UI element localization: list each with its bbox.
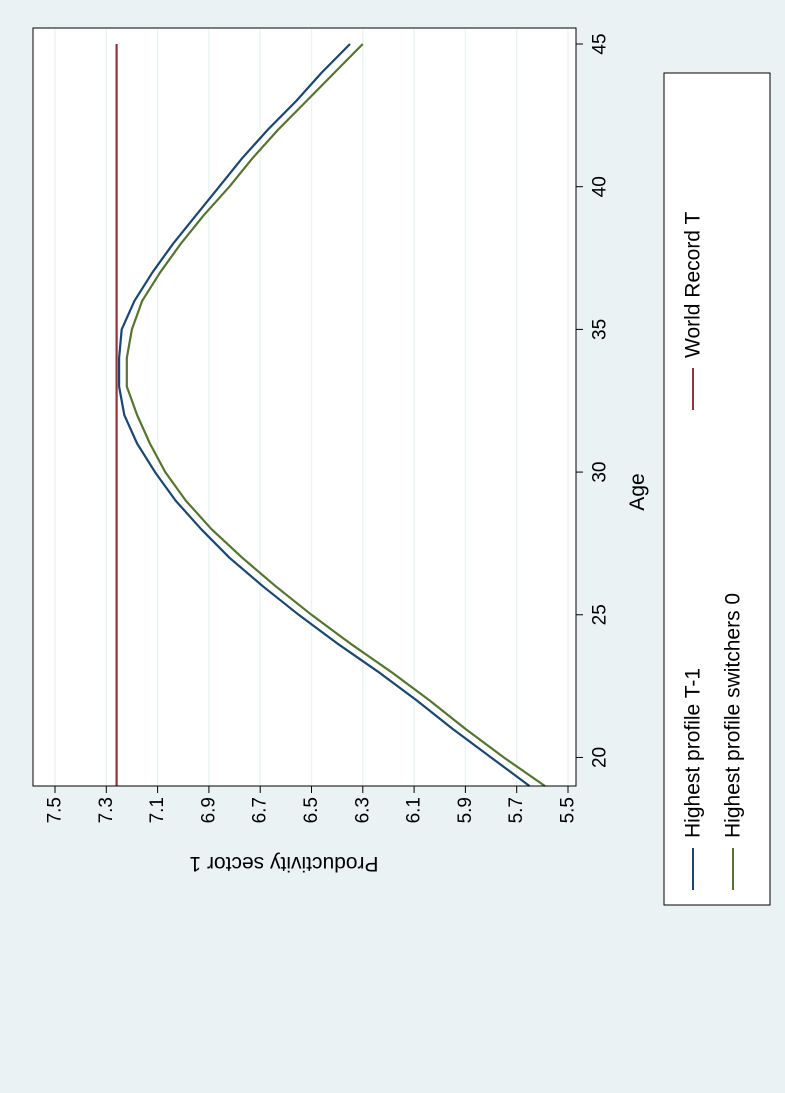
grid-lines bbox=[54, 29, 569, 785]
x-tick-label: 25 bbox=[590, 604, 611, 625]
y-tick-label: 5.7 bbox=[506, 797, 527, 823]
y-tick-label: 6.7 bbox=[250, 797, 271, 823]
y-axis-ticks: 5.5 5.7 5.9 6.1 6.3 6.5 6.7 6.9 7.1 7.3 7.5 bbox=[45, 786, 579, 823]
x-tick-label: 20 bbox=[590, 747, 611, 768]
y-tick-label: 6.3 bbox=[352, 797, 373, 823]
legend-label: Highest profile T-1 bbox=[682, 668, 705, 838]
series-lines bbox=[115, 43, 546, 787]
series-line-1 bbox=[117, 43, 531, 787]
x-tick-label: 35 bbox=[590, 319, 611, 340]
y-tick-label: 7.1 bbox=[147, 797, 168, 823]
legend-label: Highest profile switchers 0 bbox=[722, 593, 745, 838]
series-line-2 bbox=[125, 43, 546, 787]
y-tick-label: 7.5 bbox=[45, 797, 66, 823]
y-tick-label: 6.1 bbox=[404, 797, 425, 823]
legend-label: World Record T bbox=[682, 212, 705, 358]
plot-area bbox=[32, 27, 577, 787]
y-tick-label: 6.9 bbox=[198, 797, 219, 823]
legend-box bbox=[663, 72, 771, 906]
y-axis-title: Productivity sector 1 bbox=[189, 852, 378, 875]
x-tick-label: 45 bbox=[590, 33, 611, 54]
legend: Highest profile T-1 Highest profile switc… bbox=[663, 72, 771, 906]
y-tick-label: 5.5 bbox=[558, 797, 579, 823]
plot-area-group: 20 25 30 35 40 45 5.5 5.7 5.9 6.1 6.3 6.5 6.7 6.9 7.1… bbox=[32, 27, 649, 875]
y-tick-label: 5.9 bbox=[455, 797, 476, 823]
x-axis-title: Age bbox=[626, 473, 649, 510]
x-axis-ticks: 20 25 30 35 40 45 bbox=[576, 33, 611, 768]
y-tick-label: 6.5 bbox=[301, 797, 322, 823]
x-tick-label: 30 bbox=[590, 462, 611, 483]
x-tick-label: 40 bbox=[590, 176, 611, 197]
y-tick-label: 7.3 bbox=[96, 797, 117, 823]
